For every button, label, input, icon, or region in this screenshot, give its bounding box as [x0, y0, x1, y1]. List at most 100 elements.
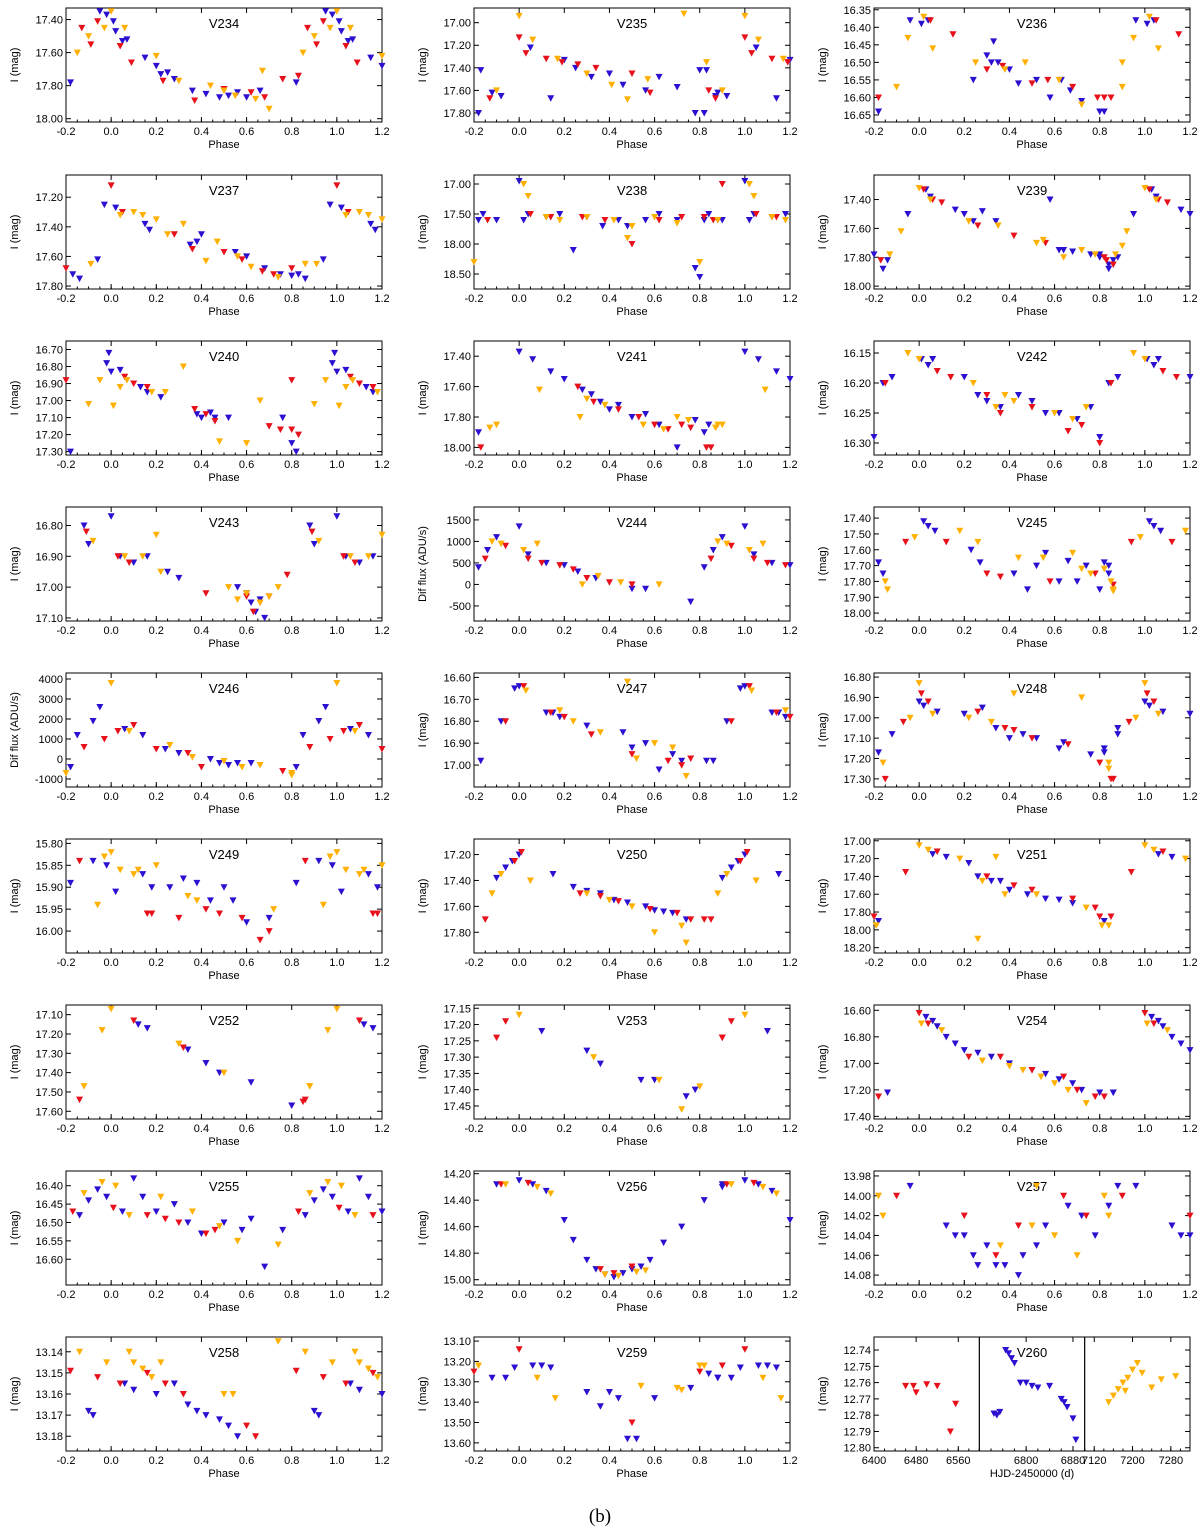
x-tick-label: 0.4	[194, 791, 209, 803]
data-point-blue	[1096, 586, 1104, 593]
data-point-blue	[628, 744, 636, 752]
x-tick-label: 0.2	[957, 791, 972, 803]
data-point-blue	[929, 851, 937, 858]
y-tick-label: 16.50	[35, 1217, 63, 1229]
data-point-blue	[990, 38, 998, 45]
data-point-red	[179, 1391, 187, 1398]
data-point-red	[1082, 1212, 1090, 1220]
x-tick-label: 0.2	[557, 293, 572, 305]
data-point-red	[353, 59, 361, 67]
data-point-blue	[1096, 434, 1104, 441]
data-point-orange	[875, 1192, 883, 1200]
data-point-red	[1096, 913, 1104, 920]
data-point-red	[877, 257, 885, 264]
x-tick-label: 1.0	[1137, 791, 1152, 803]
data-point-orange	[779, 55, 787, 63]
data-point-blue	[768, 709, 776, 716]
data-point-blue	[549, 870, 557, 878]
data-point-red	[741, 34, 749, 41]
x-tick-label: 1.2	[374, 625, 389, 637]
x-axis-label: Phase	[208, 970, 239, 982]
data-point-red	[743, 848, 751, 856]
y-tick-label: 12.79	[843, 1426, 871, 1438]
data-point-orange	[488, 538, 496, 545]
data-point-red	[926, 17, 934, 24]
data-point-blue	[477, 757, 485, 765]
x-axis-label: Phase	[616, 1468, 647, 1480]
data-point-blue	[243, 253, 251, 260]
data-point-blue	[164, 568, 172, 576]
data-point-blue	[583, 1047, 591, 1055]
x-tick-label: 0.8	[692, 791, 707, 803]
data-point-orange	[893, 83, 901, 91]
data-point-orange	[682, 773, 690, 780]
x-tick-label: 0.8	[692, 957, 707, 969]
data-point-red	[283, 571, 291, 579]
data-point-red	[1150, 1020, 1158, 1028]
data-point-orange	[256, 397, 264, 405]
data-point-blue	[583, 722, 591, 730]
data-point-orange	[1130, 350, 1138, 357]
data-point-orange	[938, 1027, 946, 1034]
data-point-orange	[904, 350, 912, 357]
data-point-red	[346, 373, 354, 381]
data-point-red	[1172, 374, 1180, 381]
data-point-blue	[215, 760, 223, 767]
light-curve-panel-v235: -0.2 0.0 0.2 0.4 0.6 0.8 1.0 1.217.0017.2017.40…	[417, 7, 798, 151]
data-point-red	[946, 1428, 954, 1435]
data-point-blue	[547, 95, 555, 102]
y-tick-label: 17.60	[843, 889, 871, 901]
panel-title: V260	[1017, 1345, 1047, 1360]
data-point-blue	[234, 584, 242, 591]
data-point-blue	[107, 368, 115, 376]
y-tick-label: 17.00	[843, 713, 871, 725]
panel-title: V248	[1017, 681, 1047, 696]
data-point-blue	[67, 79, 75, 86]
data-point-blue	[148, 884, 156, 891]
data-point-blue	[279, 414, 287, 422]
data-point-blue	[105, 349, 113, 357]
data-point-red	[130, 380, 138, 388]
data-point-orange	[1014, 554, 1022, 562]
data-point-orange	[337, 1182, 345, 1190]
y-tick-label: 1500	[447, 515, 471, 527]
data-point-red	[493, 1034, 501, 1042]
y-axis-label: I (mag)	[9, 215, 21, 250]
x-axis-label: Phase	[1016, 1136, 1047, 1148]
light-curve-panel-v237: -0.2 0.0 0.2 0.4 0.6 0.8 1.0 1.217.2017.4017.60…	[9, 174, 390, 318]
data-point-red	[294, 72, 302, 80]
data-point-blue	[592, 1266, 600, 1273]
data-point-blue	[628, 414, 636, 421]
data-point-blue	[1150, 523, 1158, 530]
data-point-red	[130, 722, 138, 729]
data-point-blue	[992, 218, 1000, 225]
data-point-orange	[1105, 765, 1113, 773]
data-point-red	[1060, 1073, 1068, 1081]
data-point-blue	[705, 421, 713, 429]
panel-title: V236	[1017, 16, 1047, 31]
data-point-blue	[261, 1263, 269, 1271]
data-point-red	[220, 248, 228, 256]
data-point-orange	[378, 52, 386, 60]
x-tick-label: 0.6	[239, 957, 254, 969]
data-point-blue	[1023, 586, 1031, 593]
data-point-blue	[139, 732, 147, 739]
y-tick-label: 17.00	[443, 760, 471, 772]
data-point-blue	[687, 598, 695, 606]
data-point-red	[996, 573, 1004, 581]
data-point-orange	[614, 1272, 622, 1280]
y-tick-label: 18.50	[443, 269, 471, 281]
x-tick-label: 0.6	[239, 1289, 254, 1301]
y-tick-label: -1000	[35, 774, 63, 786]
x-tick-label: 1.2	[782, 625, 797, 637]
data-point-blue	[231, 248, 239, 256]
x-tick-label: 1.2	[1182, 126, 1197, 138]
data-point-orange	[100, 24, 108, 32]
data-point-orange	[220, 87, 228, 95]
data-point-blue	[547, 1364, 555, 1372]
data-point-red	[902, 1382, 910, 1390]
data-point-blue	[718, 1183, 726, 1191]
data-point-orange	[1154, 710, 1162, 718]
y-tick-label: 17.50	[843, 529, 871, 541]
y-axis-label: Dif flux (ADU/s)	[417, 526, 429, 602]
